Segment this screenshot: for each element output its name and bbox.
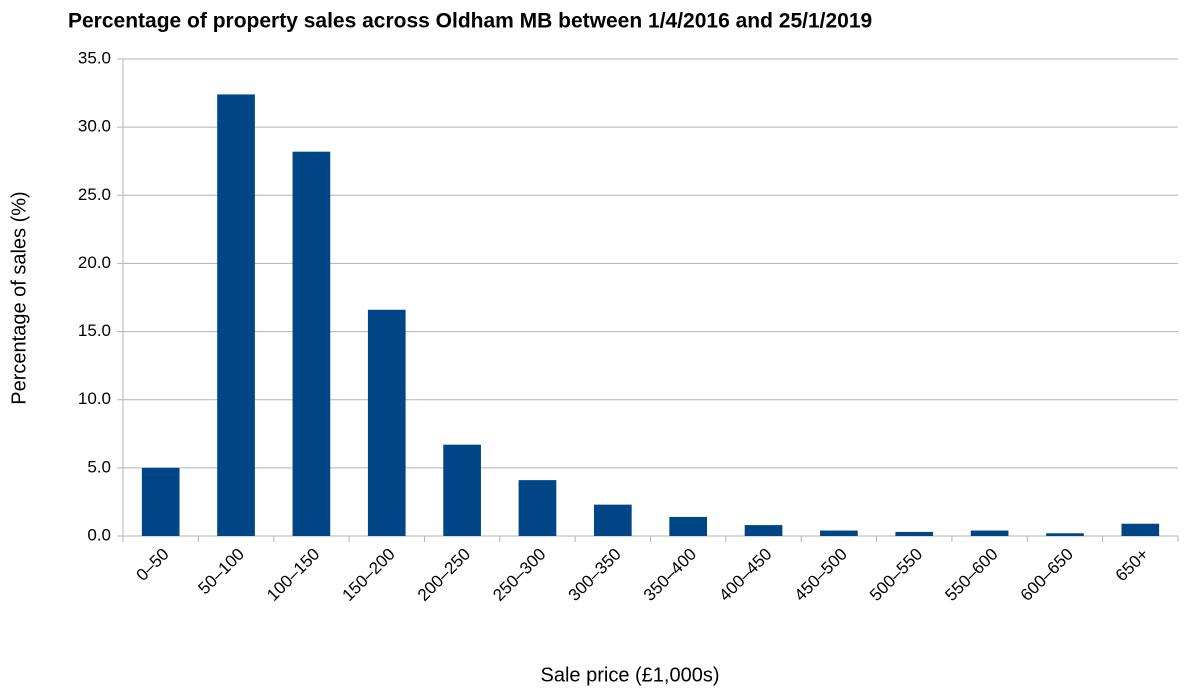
x-tick-label: 50–100 (194, 545, 248, 599)
bar (367, 309, 406, 536)
bar (292, 151, 331, 536)
bar (669, 516, 708, 536)
y-tick-label: 0.0 (87, 525, 111, 544)
chart-title: Percentage of property sales across Oldh… (68, 10, 872, 33)
bar (1121, 523, 1160, 536)
x-tick-label: 500–550 (866, 545, 926, 605)
bar (970, 530, 1009, 536)
x-tick-label: 100–150 (263, 545, 323, 605)
bar (820, 530, 858, 536)
y-tick-label: 15.0 (78, 321, 111, 340)
y-tick-label: 30.0 (78, 117, 111, 136)
bar (217, 94, 255, 536)
bar (141, 467, 180, 536)
bar (593, 504, 632, 536)
y-tick-label: 25.0 (78, 185, 111, 204)
bar (518, 480, 557, 536)
x-tick-label: 550–600 (941, 545, 1001, 605)
x-tick-label: 200–250 (414, 545, 474, 605)
bar (744, 525, 783, 536)
y-tick-label: 5.0 (87, 457, 111, 476)
y-tick-label: 35.0 (78, 48, 111, 67)
x-tick-label: 250–300 (489, 545, 549, 605)
bar (895, 531, 934, 536)
y-axis-title: Percentage of sales (%) (8, 191, 30, 404)
x-tick-label: 350–400 (640, 545, 700, 605)
x-tick-label: 400–450 (715, 545, 775, 605)
bar (443, 444, 481, 536)
y-tick-label: 20.0 (78, 253, 111, 272)
x-tick-label: 150–200 (339, 545, 399, 605)
x-tick-label: 650+ (1112, 545, 1153, 586)
x-tick-label: 0–50 (132, 545, 172, 585)
x-tick-label: 300–350 (565, 545, 625, 605)
y-tick-label: 10.0 (78, 389, 111, 408)
x-tick-label: 450–500 (791, 545, 851, 605)
x-axis-title: Sale price (£1,000s) (541, 664, 720, 686)
x-tick-label: 600–650 (1017, 545, 1077, 605)
bar (1046, 533, 1084, 536)
